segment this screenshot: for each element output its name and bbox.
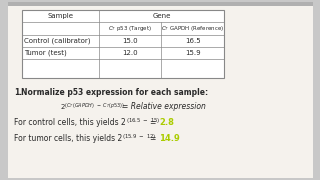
- Text: Gene: Gene: [152, 13, 171, 19]
- Text: =: =: [150, 118, 159, 127]
- Text: 1.: 1.: [14, 88, 22, 97]
- Text: =: =: [150, 134, 159, 143]
- Text: Tumor (test): Tumor (test): [24, 50, 67, 56]
- Text: $^{(15.9\ -\ 12)}$: $^{(15.9\ -\ 12)}$: [122, 134, 156, 143]
- Text: $C_T$ GAPDH (Reference): $C_T$ GAPDH (Reference): [161, 24, 224, 33]
- Text: Sample: Sample: [47, 13, 73, 19]
- Text: $2^{(C_T(GAPDH)\ -\ C_T(p53))}$: $2^{(C_T(GAPDH)\ -\ C_T(p53))}$: [60, 102, 125, 113]
- Text: = Relative expression: = Relative expression: [122, 102, 206, 111]
- Text: Normalize p53 expression for each sample:: Normalize p53 expression for each sample…: [21, 88, 208, 97]
- Text: 2.8: 2.8: [159, 118, 174, 127]
- Text: 16.5: 16.5: [185, 38, 201, 44]
- Text: $C_T$ p53 (Target): $C_T$ p53 (Target): [108, 24, 152, 33]
- Text: 14.9: 14.9: [159, 134, 180, 143]
- Text: 12.0: 12.0: [122, 50, 138, 56]
- Text: 15.0: 15.0: [122, 38, 138, 44]
- Text: $^{(16.5\ -\ 15)}$: $^{(16.5\ -\ 15)}$: [126, 118, 161, 127]
- Bar: [22, 10, 224, 78]
- Text: For tumor cells, this yields 2: For tumor cells, this yields 2: [14, 134, 122, 143]
- Bar: [8, 2, 313, 6]
- Text: For control cells, this yields 2: For control cells, this yields 2: [14, 118, 126, 127]
- Text: 15.9: 15.9: [185, 50, 201, 56]
- Text: Control (calibrator): Control (calibrator): [24, 38, 91, 44]
